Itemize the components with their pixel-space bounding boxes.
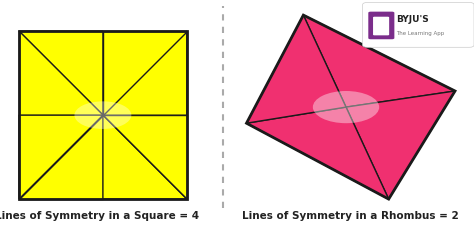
Polygon shape bbox=[103, 32, 187, 116]
Polygon shape bbox=[19, 116, 103, 199]
Polygon shape bbox=[103, 116, 187, 199]
Text: BYJU'S: BYJU'S bbox=[396, 15, 428, 24]
Text: The Learning App: The Learning App bbox=[396, 31, 444, 36]
Polygon shape bbox=[346, 92, 455, 199]
Polygon shape bbox=[246, 16, 346, 124]
Polygon shape bbox=[19, 32, 103, 116]
Text: Lines of Symmetry in a Square = 4: Lines of Symmetry in a Square = 4 bbox=[0, 210, 199, 220]
Circle shape bbox=[74, 102, 131, 129]
Polygon shape bbox=[246, 108, 389, 199]
Polygon shape bbox=[303, 16, 455, 108]
Polygon shape bbox=[103, 32, 187, 116]
Polygon shape bbox=[19, 32, 103, 116]
Text: Lines of Symmetry in a Rhombus = 2: Lines of Symmetry in a Rhombus = 2 bbox=[242, 210, 459, 220]
Polygon shape bbox=[19, 116, 103, 199]
FancyBboxPatch shape bbox=[373, 18, 389, 36]
FancyBboxPatch shape bbox=[363, 3, 474, 48]
Bar bbox=[19, 32, 187, 199]
Polygon shape bbox=[103, 116, 187, 199]
Circle shape bbox=[313, 92, 379, 124]
FancyBboxPatch shape bbox=[368, 13, 394, 40]
